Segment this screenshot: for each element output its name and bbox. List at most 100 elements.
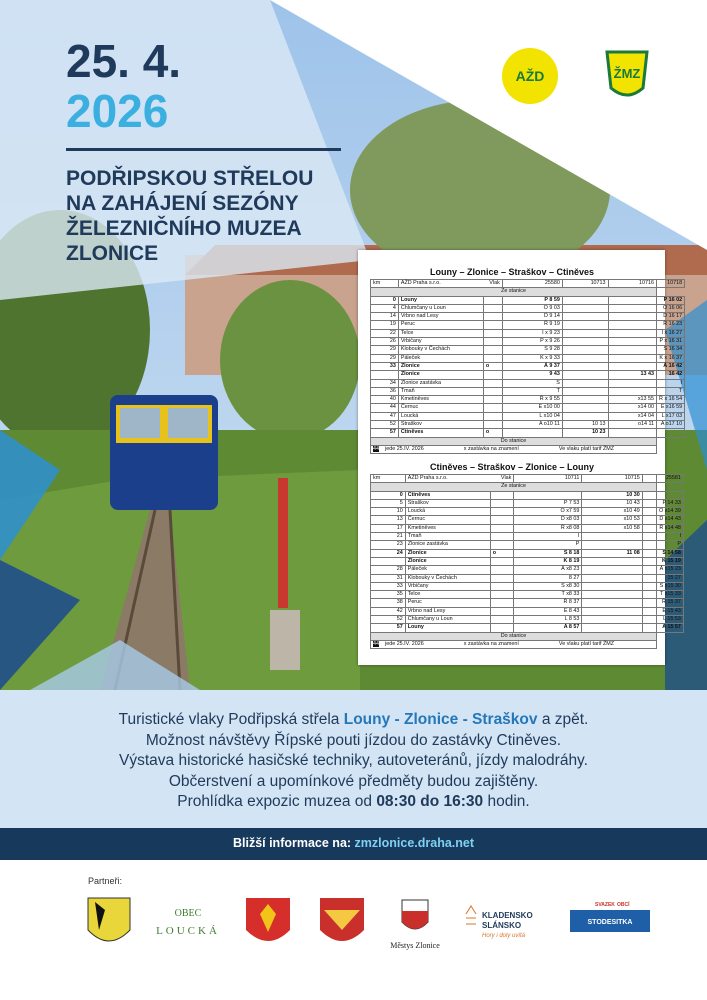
km: 19 <box>370 320 399 330</box>
timetable-row: 40 Kmetiněves Ř x 9 55 x13 55 Ř x 16 54 <box>370 395 686 405</box>
time <box>607 312 658 322</box>
time <box>641 590 658 600</box>
operator: AŽD Praha s.r.o. <box>407 475 448 481</box>
timetable: Ctiněves – Straškov – Zlonice – Louny km A… <box>369 462 684 650</box>
km: 21 <box>370 532 406 542</box>
info-link[interactable]: zmzlonice.draha.net <box>354 836 475 850</box>
time <box>607 386 658 397</box>
time: O x7 59 <box>513 507 583 517</box>
time: E 8 43 <box>513 606 583 617</box>
partner-logo <box>465 905 477 925</box>
timetable-row: 21 Tmaň I I <box>370 532 684 542</box>
timetable-row: 28 Páleček Á x8 23 Á x15 23 <box>370 565 684 575</box>
station: Straškov <box>404 498 491 509</box>
time: L 8 53 <box>513 615 583 625</box>
time <box>581 556 643 567</box>
time <box>641 606 658 617</box>
time: P 14 33 <box>656 498 684 509</box>
azd-logo <box>502 48 558 104</box>
time <box>656 428 686 438</box>
time <box>561 295 609 305</box>
section-label: Ze stanice <box>369 482 658 492</box>
station: Kmetiněves <box>404 523 491 534</box>
km: 0 <box>370 295 399 305</box>
header-row: km AŽD Praha s.r.o. Vlak 10711 10715 25581 <box>370 473 684 484</box>
partner-text: SLÁNSKO <box>482 921 521 930</box>
station-mark <box>482 378 503 388</box>
station: Klobouky v Čechách <box>404 573 491 583</box>
time <box>641 581 658 592</box>
time: A 15 57 <box>656 623 684 633</box>
section-label: Ze stanice <box>369 287 658 297</box>
km: 17 <box>370 523 406 534</box>
time: Á 9 37 <box>501 361 563 372</box>
km: 33 <box>370 361 399 372</box>
time: P x 16 31 <box>656 337 686 347</box>
time <box>607 361 658 372</box>
footer-note: 44 <box>373 640 379 647</box>
time <box>607 337 658 347</box>
timetable-row: 5 Straškov P 7 53 10 43 P 14 33 <box>370 498 684 509</box>
section-row: Do stanice <box>369 631 684 641</box>
time: 15 27 <box>656 573 684 583</box>
km: 52 <box>370 420 399 430</box>
time <box>641 573 658 583</box>
timetable-row: 31 Klobouky v Čechách 8 27 15 27 <box>370 573 684 583</box>
description-text: Prohlídka expozic muzea od <box>177 793 377 810</box>
timetable-row: 29 Páleček K x 9 33 K x 16 37 <box>370 353 686 363</box>
azd-logo-text: AŽD <box>516 67 545 84</box>
station: Černuc <box>397 403 484 413</box>
timetable-row: 23 Zlonice zastávka P P <box>370 540 684 550</box>
footer: 44 jede 25.IV. 2026 x zastávka na znamení V… <box>369 639 658 650</box>
operator: AŽD Praha s.r.o. <box>400 280 441 286</box>
time <box>561 403 609 413</box>
km: 23 <box>370 540 406 550</box>
time <box>641 565 658 575</box>
timetable-row: 52 Straškov A o10 11 10 13 o14 11 A o17 10 <box>370 420 686 430</box>
footer-row: 44 jede 25.IV. 2026 x zastávka na znamení V… <box>369 639 684 650</box>
time: Á x8 23 <box>513 565 583 575</box>
time <box>561 303 609 314</box>
partner-text: OBCÍ <box>617 900 630 908</box>
time <box>581 573 643 583</box>
partner-logo <box>570 910 650 932</box>
time <box>641 498 658 509</box>
section-row: Do stanice <box>369 436 685 446</box>
time: S 9 28 <box>501 345 563 355</box>
timetable-row: 36 Tmaň T T <box>370 386 686 397</box>
km: 34 <box>370 378 399 388</box>
timetable-panel: Louny – Zlonice – Straškov – Ctiněves km A… <box>358 250 686 665</box>
train-number: 10716 <box>607 278 658 289</box>
station: Zlonice <box>397 361 484 372</box>
timetable-row: 33 Vrbičany S x8 30 S x15 30 <box>370 581 684 592</box>
time: S 16 34 <box>656 345 686 355</box>
header-cell: AŽD Praha s.r.o. Vlak <box>397 278 503 289</box>
station-mark <box>489 490 515 500</box>
station-mark <box>482 386 503 397</box>
partner-text: Hory i doly uvítá <box>482 933 526 939</box>
station: Tmaň <box>397 386 484 397</box>
station-mark <box>489 615 515 625</box>
km: 0 <box>370 490 406 500</box>
time: x10 58 <box>581 523 643 534</box>
km: 13 <box>370 515 406 525</box>
km: 42 <box>370 606 406 617</box>
time: 10 13 <box>561 420 609 430</box>
time: D x14 43 <box>656 515 684 525</box>
time: 10 30 <box>581 490 643 500</box>
timetable-row: 4 Chlumčany u Loun O 9 03 O 16 06 <box>370 303 686 314</box>
partner-text: SVAZEK <box>595 902 615 908</box>
time: P 16 02 <box>656 295 686 305</box>
time <box>561 337 609 347</box>
station: Louny <box>404 623 491 633</box>
timetable-row: 33 Zlonice o Á 9 37 Á 16 42 <box>370 361 686 372</box>
station-mark <box>489 581 515 592</box>
station: Straškov <box>397 420 484 430</box>
station: Páleček <box>404 565 491 575</box>
km: 29 <box>370 345 399 355</box>
description-line: Možnost návštěvy Řípské pouti jízdou do … <box>0 731 707 752</box>
time <box>581 565 643 575</box>
km: 38 <box>370 598 406 608</box>
timetable-grid: km AŽD Praha s.r.o. Vlak 10711 10715 25581 Ze … <box>369 473 684 650</box>
timetable-row: 0 Ctiněves 10 30 <box>370 490 684 500</box>
